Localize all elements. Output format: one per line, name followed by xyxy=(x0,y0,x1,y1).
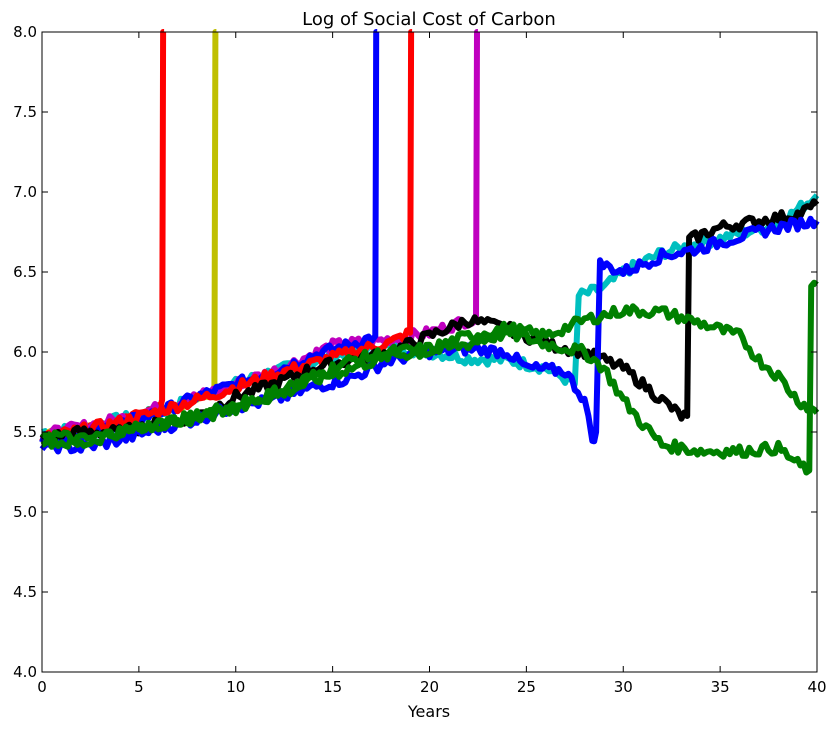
y-tick-label: 8.0 xyxy=(13,23,37,41)
x-axis-label: Years xyxy=(407,702,450,721)
y-tick-label: 6.0 xyxy=(13,343,37,361)
y-tick-label: 7.0 xyxy=(13,183,37,201)
tick-layer: 0 5 10 15 20 25 30 35 40 4.0 4.5 5.0 5.5 6.0 6.5 7.0 7.5… xyxy=(13,23,826,696)
x-tick-label: 20 xyxy=(420,678,439,696)
x-tick-label: 10 xyxy=(226,678,245,696)
series-layer xyxy=(39,29,820,476)
series-line-10 xyxy=(39,303,820,446)
y-tick-label: 5.5 xyxy=(13,423,37,441)
series-line-5 xyxy=(39,29,380,448)
y-tick-label: 6.5 xyxy=(13,263,37,281)
x-tick-label: 30 xyxy=(614,678,633,696)
y-tick-label: 5.0 xyxy=(13,503,37,521)
x-tick-label: 0 xyxy=(37,678,47,696)
x-tick-label: 15 xyxy=(323,678,342,696)
y-tick-label: 4.5 xyxy=(13,583,37,601)
x-tick-label: 25 xyxy=(517,678,536,696)
x-tick-label: 35 xyxy=(711,678,730,696)
y-tick-label: 4.0 xyxy=(13,663,37,681)
y-tick-label: 7.5 xyxy=(13,103,37,121)
x-tick-label: 5 xyxy=(134,678,144,696)
x-tick-label: 40 xyxy=(807,678,826,696)
chart-title: Log of Social Cost of Carbon xyxy=(302,9,556,30)
series-line-8 xyxy=(39,215,820,455)
